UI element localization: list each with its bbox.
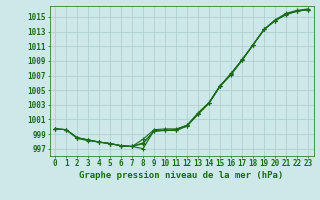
X-axis label: Graphe pression niveau de la mer (hPa): Graphe pression niveau de la mer (hPa) [79, 171, 284, 180]
